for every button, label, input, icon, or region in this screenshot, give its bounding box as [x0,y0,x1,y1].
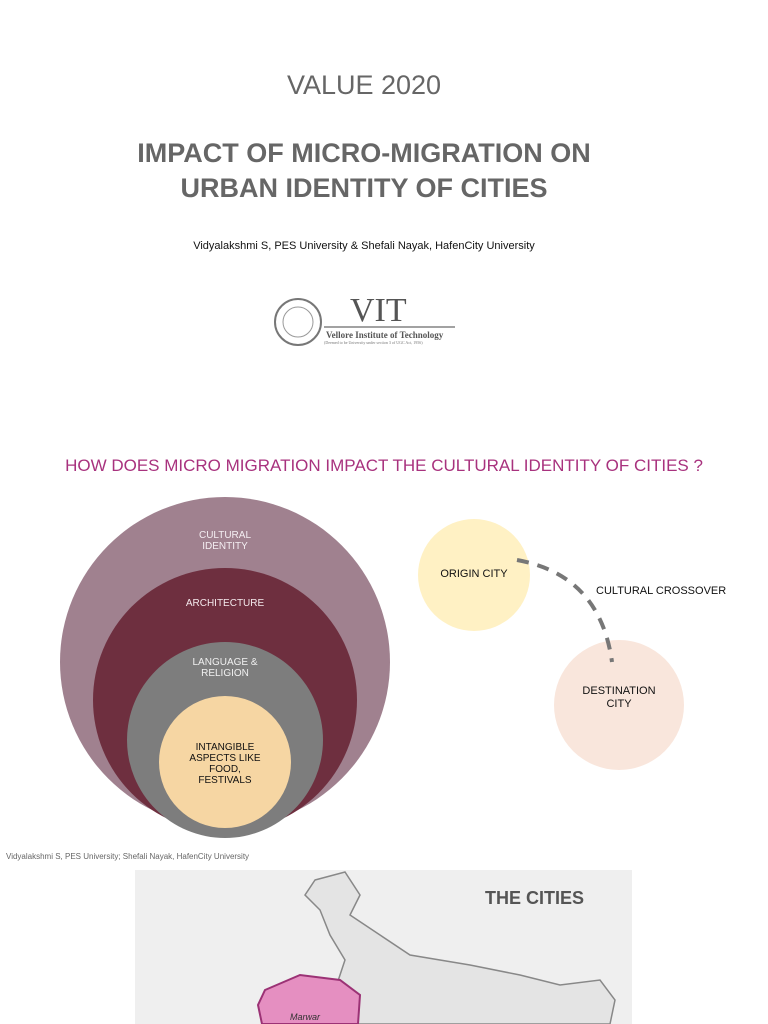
logo-full-name: Vellore Institute of Technology [326,330,444,340]
logo-note: (Deemed to be University under section 3… [324,340,423,345]
map-region [256,973,362,1024]
destination-label: DESTINATION CITY [582,685,656,710]
authors: Vidyalakshmi S, PES University & Shefali… [193,240,535,252]
layer-label: ARCHITECTURE [185,598,265,609]
origin-label: ORIGIN CITY [440,568,508,580]
nested-circles [60,497,390,838]
layer-label: INTANGIBLE ASPECTS LIKE FOOD, FESTIVALS [189,742,261,786]
section-question: HOW DOES MICRO MIGRATION IMPACT THE CULT… [65,456,703,475]
map-title: THE CITIES [485,888,585,908]
link-label: CULTURAL CROSSOVER [596,585,727,597]
subtitle: URBAN IDENTITY OF CITIES [180,173,548,203]
origin-circle [418,519,530,631]
logo-name: VIT [350,292,407,329]
crossover-arc [516,558,614,663]
map-outline [299,871,616,1024]
caption: Vidyalakshmi S, PES University; Shefali … [6,852,250,861]
subtitle: IMPACT OF MICRO-MIGRATION ON [137,138,591,168]
logo-seal [274,298,455,346]
layer-label: CULTURAL IDENTITY [198,530,252,552]
title: VALUE 2020 [286,70,442,100]
layer-label: LANGUAGE & RELIGION [192,657,258,679]
destination-circle [554,640,684,770]
map-region-label: Marwar [290,1012,321,1022]
